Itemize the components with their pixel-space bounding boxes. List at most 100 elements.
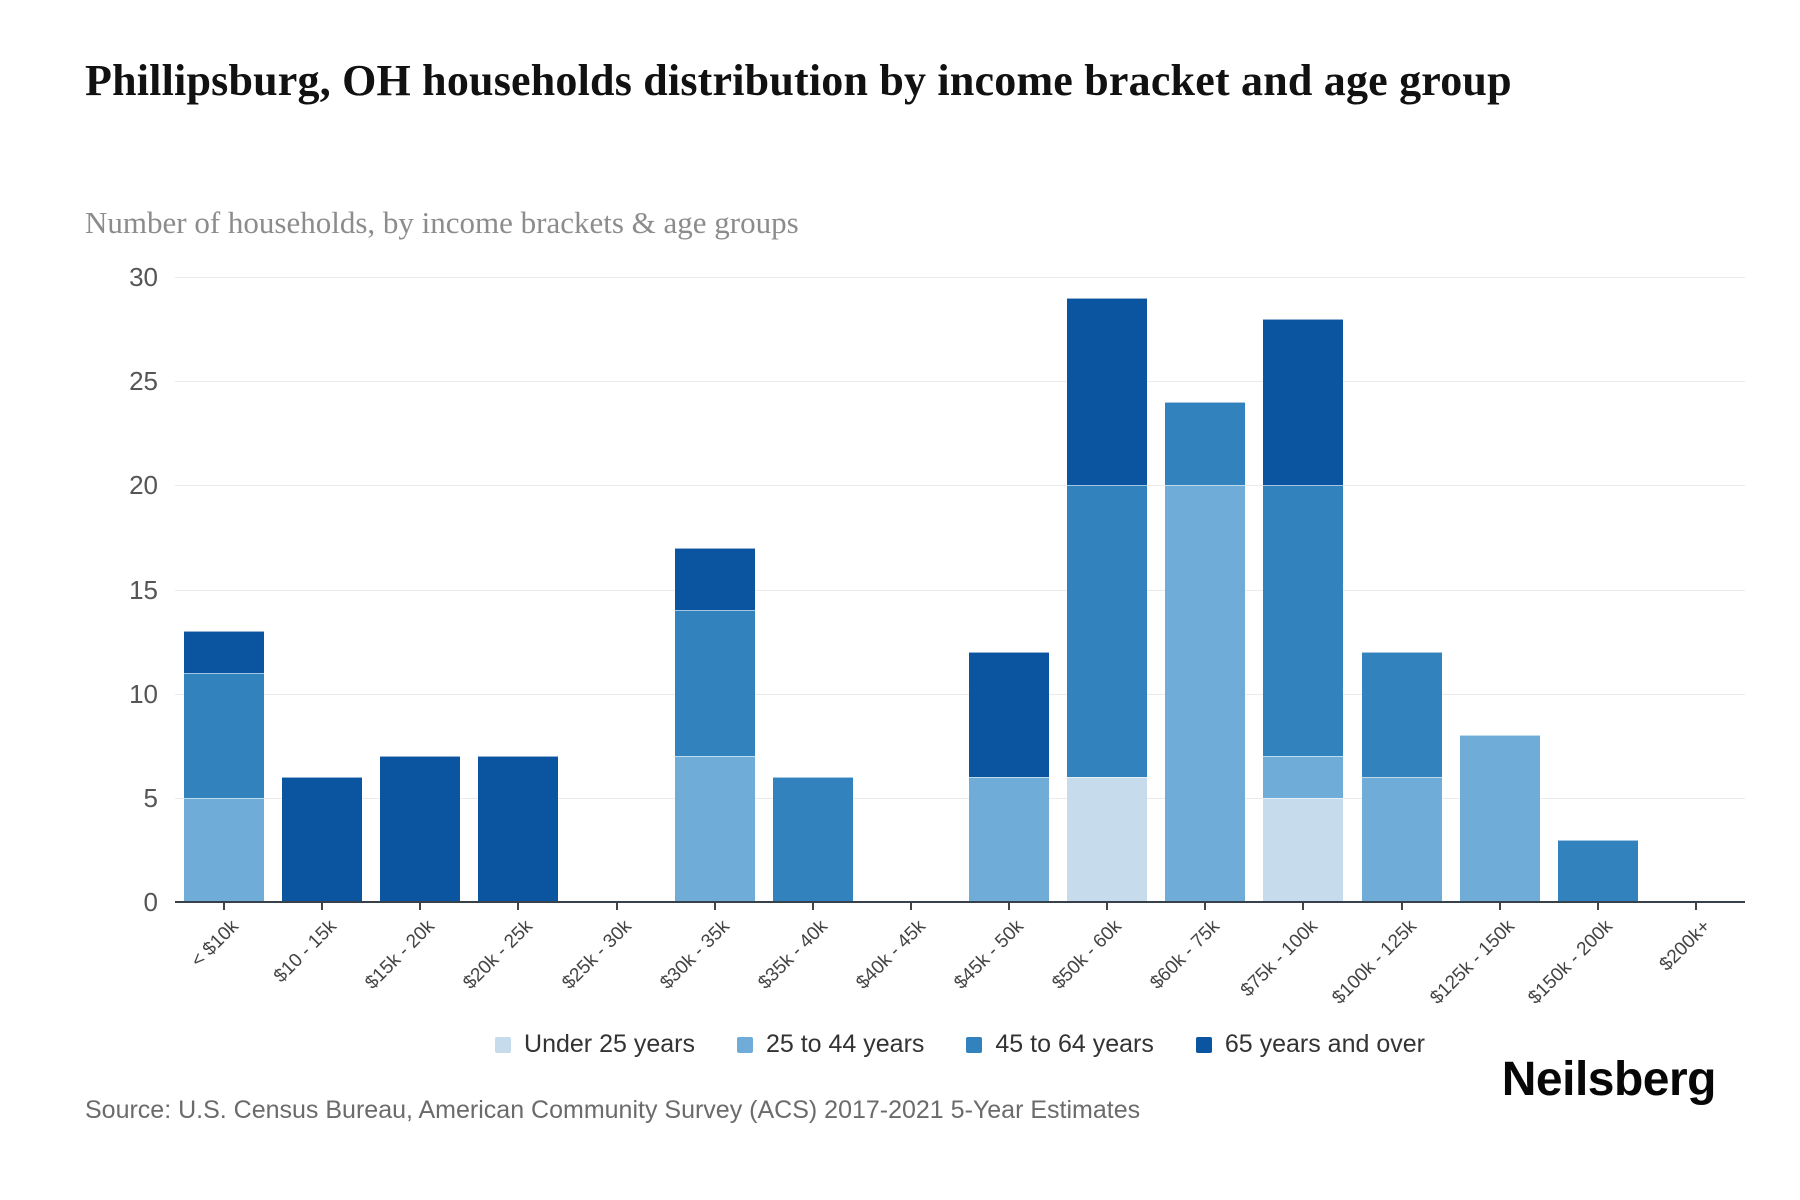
x-axis-label: $100k - 125k	[1327, 916, 1421, 1009]
gridline-25	[175, 381, 1745, 383]
stacked-bar-$35k - 40k	[772, 777, 853, 902]
x-axis-tick	[1596, 903, 1599, 910]
stacked-bar-$20k - 25k	[478, 756, 559, 902]
bar-slot-12	[1353, 277, 1451, 902]
y-axis-label-15: 15	[129, 574, 158, 605]
stacked-bar-$15k - 20k	[380, 756, 461, 902]
x-axis-label: $30k - 35k	[655, 916, 734, 994]
bar-segment[interactable]	[674, 756, 755, 902]
bar-segment[interactable]	[1067, 485, 1148, 777]
legend: Under 25 years 25 to 44 years 45 to 64 yea…	[175, 1030, 1745, 1059]
bar-segment[interactable]	[1361, 652, 1442, 777]
gridline-10	[175, 693, 1745, 695]
bar-segment[interactable]	[674, 547, 755, 611]
legend-label: 25 to 44 years	[765, 1030, 925, 1058]
x-axis-label: $10 - 15k	[270, 916, 342, 987]
bar-slot-6	[764, 277, 862, 902]
x-axis-label: $15k - 20k	[361, 916, 440, 994]
bar-segment[interactable]	[184, 672, 265, 798]
x-axis-tick	[223, 903, 226, 910]
bar-slot-15	[1647, 277, 1745, 902]
bar-slot-9	[1058, 277, 1156, 902]
bar-segment[interactable]	[282, 777, 363, 902]
bar-slot-14	[1549, 277, 1647, 902]
page-title: Phillipsburg, OH households distribution…	[85, 56, 1512, 105]
bar-segment[interactable]	[1165, 485, 1246, 902]
bar-segment[interactable]	[380, 756, 461, 902]
bar-slot-3	[469, 277, 567, 902]
x-axis-tick	[1204, 903, 1207, 910]
bar-segment[interactable]	[1263, 756, 1344, 798]
neilsberg-logo: Neilsberg	[1501, 1053, 1717, 1106]
gridline-15	[175, 589, 1745, 591]
bar-segment[interactable]	[674, 610, 755, 757]
x-axis-tick	[419, 903, 422, 910]
x-axis-label: $125k - 150k	[1426, 916, 1519, 1009]
x-axis-label: $25k - 30k	[557, 916, 636, 994]
x-axis-tick	[615, 903, 618, 910]
stacked-bar-$150k - 200k	[1557, 839, 1638, 902]
bar-segment[interactable]	[969, 777, 1050, 902]
stacked-bar-$30k - 35k	[674, 547, 755, 902]
stacked-bar-< $10k	[184, 631, 265, 902]
bar-segment[interactable]	[184, 797, 265, 902]
x-axis-tick	[1106, 903, 1109, 910]
x-axis-tick	[909, 903, 912, 910]
x-axis-tick	[1400, 903, 1403, 910]
bar-segment[interactable]	[969, 652, 1050, 777]
bar-slot-8	[960, 277, 1058, 902]
x-axis-tick	[321, 903, 324, 910]
bar-segment[interactable]	[1165, 402, 1246, 486]
bar-segment[interactable]	[1067, 297, 1148, 486]
stacked-bar-$10 - 15k	[282, 777, 363, 902]
stacked-bar-$100k - 125k	[1361, 652, 1442, 902]
bar-slot-1	[273, 277, 371, 902]
legend-item-25-to-44-years[interactable]: 25 to 44 years	[736, 1030, 925, 1059]
x-axis-tick	[1008, 903, 1011, 910]
bar-segment[interactable]	[1263, 318, 1344, 486]
legend-label: Under 25 years	[524, 1030, 695, 1058]
legend-item-under-25-years[interactable]: Under 25 years	[495, 1030, 695, 1059]
x-axis-label: $60k - 75k	[1146, 916, 1225, 994]
bar-slot-4	[568, 277, 666, 902]
legend-item-45-to-64-years[interactable]: 45 to 64 years	[966, 1030, 1154, 1059]
y-axis-label-30: 30	[129, 262, 158, 292]
x-axis-label: < $10k	[187, 916, 243, 972]
bar-slot-10	[1156, 277, 1254, 902]
bar-segment[interactable]	[1557, 839, 1638, 902]
legend-swatch	[736, 1036, 753, 1053]
bar-slot-7	[862, 277, 960, 902]
bar-segment[interactable]	[1067, 777, 1148, 902]
bar-segment[interactable]	[1459, 735, 1540, 902]
bar-segment[interactable]	[184, 631, 265, 673]
legend-swatch	[966, 1036, 983, 1053]
bars-container	[175, 277, 1745, 902]
x-axis-tick	[1498, 903, 1501, 910]
gridline-30	[175, 277, 1745, 278]
legend-swatch	[1195, 1036, 1212, 1053]
x-axis-line	[175, 901, 1745, 903]
legend-item-65-years-and-over[interactable]: 65 years and over	[1195, 1030, 1425, 1059]
bar-segment[interactable]	[1361, 777, 1442, 902]
bar-segment[interactable]	[1263, 485, 1344, 757]
y-axis-label-5: 5	[143, 782, 158, 813]
source-attribution: Source: U.S. Census Bureau, American Com…	[85, 1096, 1141, 1124]
x-axis-tick	[1302, 903, 1305, 910]
bar-segment[interactable]	[772, 777, 853, 902]
x-axis-tick	[713, 903, 716, 910]
gridline-5	[175, 797, 1745, 799]
bar-segment[interactable]	[478, 756, 559, 902]
stacked-bar-$45k - 50k	[969, 652, 1050, 902]
x-axis-label: $20k - 25k	[459, 916, 538, 994]
y-axis-label-25: 25	[129, 366, 158, 397]
bar-slot-11	[1254, 277, 1352, 902]
bar-segment[interactable]	[1263, 797, 1344, 902]
y-axis-label-10: 10	[129, 678, 158, 709]
stacked-bar-$125k - 150k	[1459, 735, 1540, 902]
legend-label: 65 years and over	[1224, 1030, 1425, 1058]
legend-swatch	[495, 1036, 512, 1053]
bar-slot-0	[175, 277, 273, 902]
bar-slot-2	[371, 277, 469, 902]
legend-label: 45 to 64 years	[995, 1030, 1154, 1058]
x-axis-label: $40k - 45k	[852, 916, 930, 994]
